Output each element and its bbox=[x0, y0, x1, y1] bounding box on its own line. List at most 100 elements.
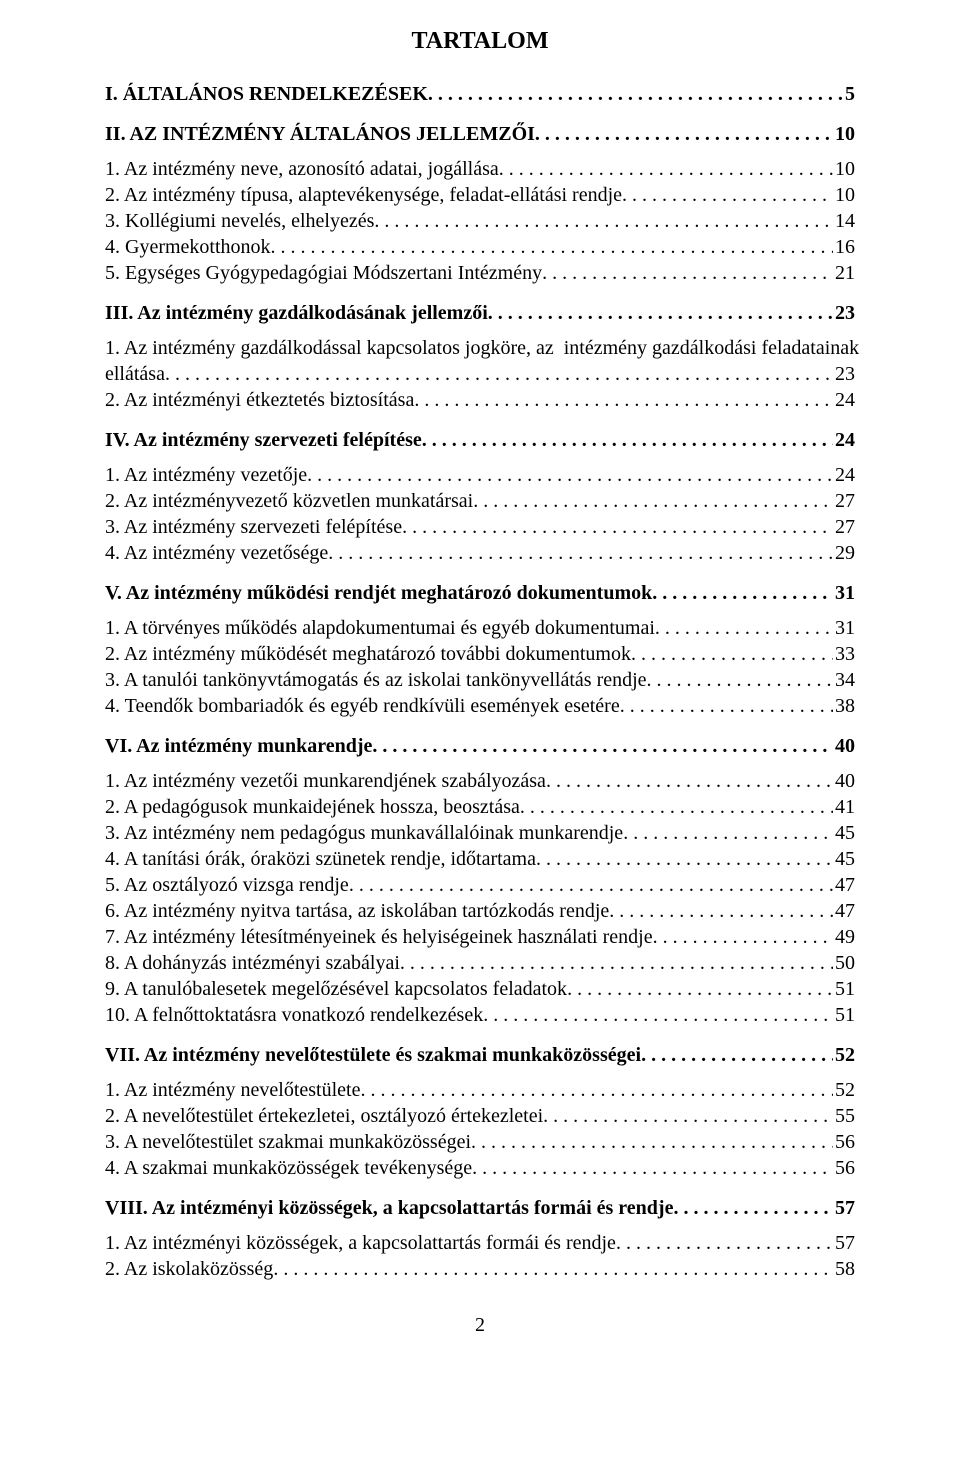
toc-label: VI. Az intézmény munkarendje bbox=[105, 733, 372, 759]
toc-page: 16 bbox=[833, 234, 855, 260]
toc-section-row: VIII. Az intézményi közösségek, a kapcso… bbox=[105, 1195, 855, 1221]
toc-item-row-line: ellátása23 bbox=[105, 361, 855, 387]
toc-label: II. AZ INTÉZMÉNY ÁLTALÁNOS JELLEMZŐI bbox=[105, 121, 535, 147]
toc-subitems: 1. Az intézmény vezetője242. Az intézmén… bbox=[105, 462, 855, 566]
toc-label: 5. Az osztályozó vizsga rendje bbox=[105, 872, 349, 898]
toc-leader bbox=[652, 580, 833, 600]
toc-leader bbox=[471, 1129, 833, 1149]
toc-leader bbox=[616, 1230, 833, 1250]
toc-label: 10. A felnőttoktatásra vonatkozó rendelk… bbox=[105, 1002, 483, 1028]
toc-leader bbox=[473, 488, 833, 508]
toc-page: 24 bbox=[833, 387, 855, 413]
toc-label: 9. A tanulóbalesetek megelőzésével kapcs… bbox=[105, 976, 567, 1002]
toc-leader bbox=[349, 872, 833, 892]
toc-leader bbox=[655, 615, 833, 635]
toc-leader bbox=[307, 462, 833, 482]
toc-label: 4. Gyermekotthonok bbox=[105, 234, 271, 260]
toc-label: 1. Az intézmény gazdálkodással kapcsolat… bbox=[105, 335, 859, 361]
toc-item-row: 5. Az osztályozó vizsga rendje47 bbox=[105, 872, 855, 898]
toc-page: 23 bbox=[833, 300, 855, 326]
toc-leader bbox=[567, 976, 833, 996]
toc-page: 31 bbox=[833, 580, 855, 606]
toc-label: IV. Az intézmény szervezeti felépítése bbox=[105, 427, 422, 453]
toc-label: 3. Az intézmény nem pedagógus munkaválla… bbox=[105, 820, 623, 846]
toc-page: 52 bbox=[833, 1042, 855, 1068]
toc-label: 1. Az intézményi közösségek, a kapcsolat… bbox=[105, 1230, 616, 1256]
toc-item-row: 2. Az intézményi étkeztetés biztosítása2… bbox=[105, 387, 855, 413]
toc-label: 3. A tanulói tankönyvtámogatás és az isk… bbox=[105, 667, 647, 693]
toc-label: 3. Kollégiumi nevelés, elhelyezés bbox=[105, 208, 374, 234]
toc-item-row: 9. A tanulóbalesetek megelőzésével kapcs… bbox=[105, 976, 855, 1002]
toc-item-row: 1. Az intézmény gazdálkodással kapcsolat… bbox=[105, 335, 855, 387]
toc-label: 1. Az intézmény vezetője bbox=[105, 462, 307, 488]
toc-label: 2. Az intézmény működését meghatározó to… bbox=[105, 641, 631, 667]
toc-page: 52 bbox=[833, 1077, 855, 1103]
toc-item-row: 1. Az intézmény vezetői munkarendjének s… bbox=[105, 768, 855, 794]
toc-subitems: 1. A törvényes működés alapdokumentumai … bbox=[105, 615, 855, 719]
toc-item-row: 4. Gyermekotthonok 16 bbox=[105, 234, 855, 260]
toc-leader bbox=[360, 1077, 833, 1097]
toc-page: 41 bbox=[833, 794, 855, 820]
toc-item-row: 1. Az intézményi közösségek, a kapcsolat… bbox=[105, 1230, 855, 1256]
toc-leader bbox=[535, 121, 833, 141]
toc-page: 29 bbox=[833, 540, 855, 566]
toc-page: 45 bbox=[833, 846, 855, 872]
toc-leader bbox=[422, 427, 833, 447]
table-of-contents: I. ÁLTALÁNOS RENDELKEZÉSEK5 II. AZ INTÉZM… bbox=[105, 81, 855, 1282]
toc-page: 10 bbox=[833, 156, 855, 182]
toc-leader bbox=[620, 693, 833, 713]
toc-item-row: 3. Az intézmény nem pedagógus munkaválla… bbox=[105, 820, 855, 846]
toc-item-row: 1. A törvényes működés alapdokumentumai … bbox=[105, 615, 855, 641]
toc-subitems: 1. Az intézmény neve, azonosító adatai, … bbox=[105, 156, 855, 286]
toc-leader bbox=[647, 667, 833, 687]
page-container: TARTALOM I. ÁLTALÁNOS RENDELKEZÉSEK5 II. … bbox=[0, 0, 960, 1471]
toc-page: 56 bbox=[833, 1129, 855, 1155]
page-title: TARTALOM bbox=[105, 28, 855, 55]
toc-leader bbox=[609, 898, 833, 918]
toc-section-row: I. ÁLTALÁNOS RENDELKEZÉSEK5 bbox=[105, 81, 855, 107]
toc-page: 47 bbox=[833, 898, 855, 924]
toc-leader bbox=[622, 182, 833, 202]
toc-leader bbox=[472, 1155, 833, 1175]
toc-page: 51 bbox=[833, 976, 855, 1002]
toc-leader bbox=[328, 540, 833, 560]
toc-section-row: VI. Az intézmény munkarendje40 bbox=[105, 733, 855, 759]
toc-item-row: 4. Az intézmény vezetősége 29 bbox=[105, 540, 855, 566]
toc-page: 58 bbox=[833, 1256, 855, 1282]
toc-item-row: 1. Az intézmény nevelőtestülete 52 bbox=[105, 1077, 855, 1103]
toc-label: 4. Az intézmény vezetősége bbox=[105, 540, 328, 566]
toc-label: VII. Az intézmény nevelőtestülete és sza… bbox=[105, 1042, 641, 1068]
toc-item-row: 1. Az intézmény neve, azonosító adatai, … bbox=[105, 156, 855, 182]
toc-label: 6. Az intézmény nyitva tartása, az iskol… bbox=[105, 898, 609, 924]
toc-label: V. Az intézmény működési rendjét meghatá… bbox=[105, 580, 652, 606]
toc-page: 49 bbox=[833, 924, 855, 950]
toc-page: 27 bbox=[833, 488, 855, 514]
toc-label: 2. Az intézmény típusa, alaptevékenysége… bbox=[105, 182, 622, 208]
toc-label: 3. Az intézmény szervezeti felépítése bbox=[105, 514, 402, 540]
toc-leader bbox=[499, 156, 833, 176]
toc-leader bbox=[520, 794, 833, 814]
page-number-footer: 2 bbox=[105, 1314, 855, 1337]
toc-subitems: 1. Az intézményi közösségek, a kapcsolat… bbox=[105, 1230, 855, 1282]
toc-leader bbox=[623, 820, 833, 840]
toc-page: 38 bbox=[833, 693, 855, 719]
toc-page: 31 bbox=[833, 615, 855, 641]
toc-section-row: V. Az intézmény működési rendjét meghatá… bbox=[105, 580, 855, 606]
toc-leader bbox=[374, 208, 833, 228]
toc-leader bbox=[488, 300, 833, 320]
toc-item-row: 3. A nevelőtestület szakmai munkaközössé… bbox=[105, 1129, 855, 1155]
toc-item-row: 4. A tanítási órák, óraközi szünetek ren… bbox=[105, 846, 855, 872]
toc-label: 4. Teendők bombariadók és egyéb rendkívü… bbox=[105, 693, 620, 719]
toc-label: III. Az intézmény gazdálkodásának jellem… bbox=[105, 300, 488, 326]
toc-leader bbox=[428, 81, 843, 101]
toc-leader bbox=[543, 1103, 833, 1123]
toc-label: 1. Az intézmény nevelőtestülete bbox=[105, 1077, 360, 1103]
toc-page: 23 bbox=[833, 361, 855, 387]
toc-label: VIII. Az intézményi közösségek, a kapcso… bbox=[105, 1195, 673, 1221]
toc-item-row: 2. Az iskolaközösség58 bbox=[105, 1256, 855, 1282]
toc-item-row: 2. A nevelőtestület értekezletei, osztál… bbox=[105, 1103, 855, 1129]
toc-leader bbox=[542, 260, 833, 280]
toc-page: 34 bbox=[833, 667, 855, 693]
toc-label: 7. Az intézmény létesítményeinek és hely… bbox=[105, 924, 653, 950]
toc-label: 8. A dohányzás intézményi szabályai bbox=[105, 950, 400, 976]
